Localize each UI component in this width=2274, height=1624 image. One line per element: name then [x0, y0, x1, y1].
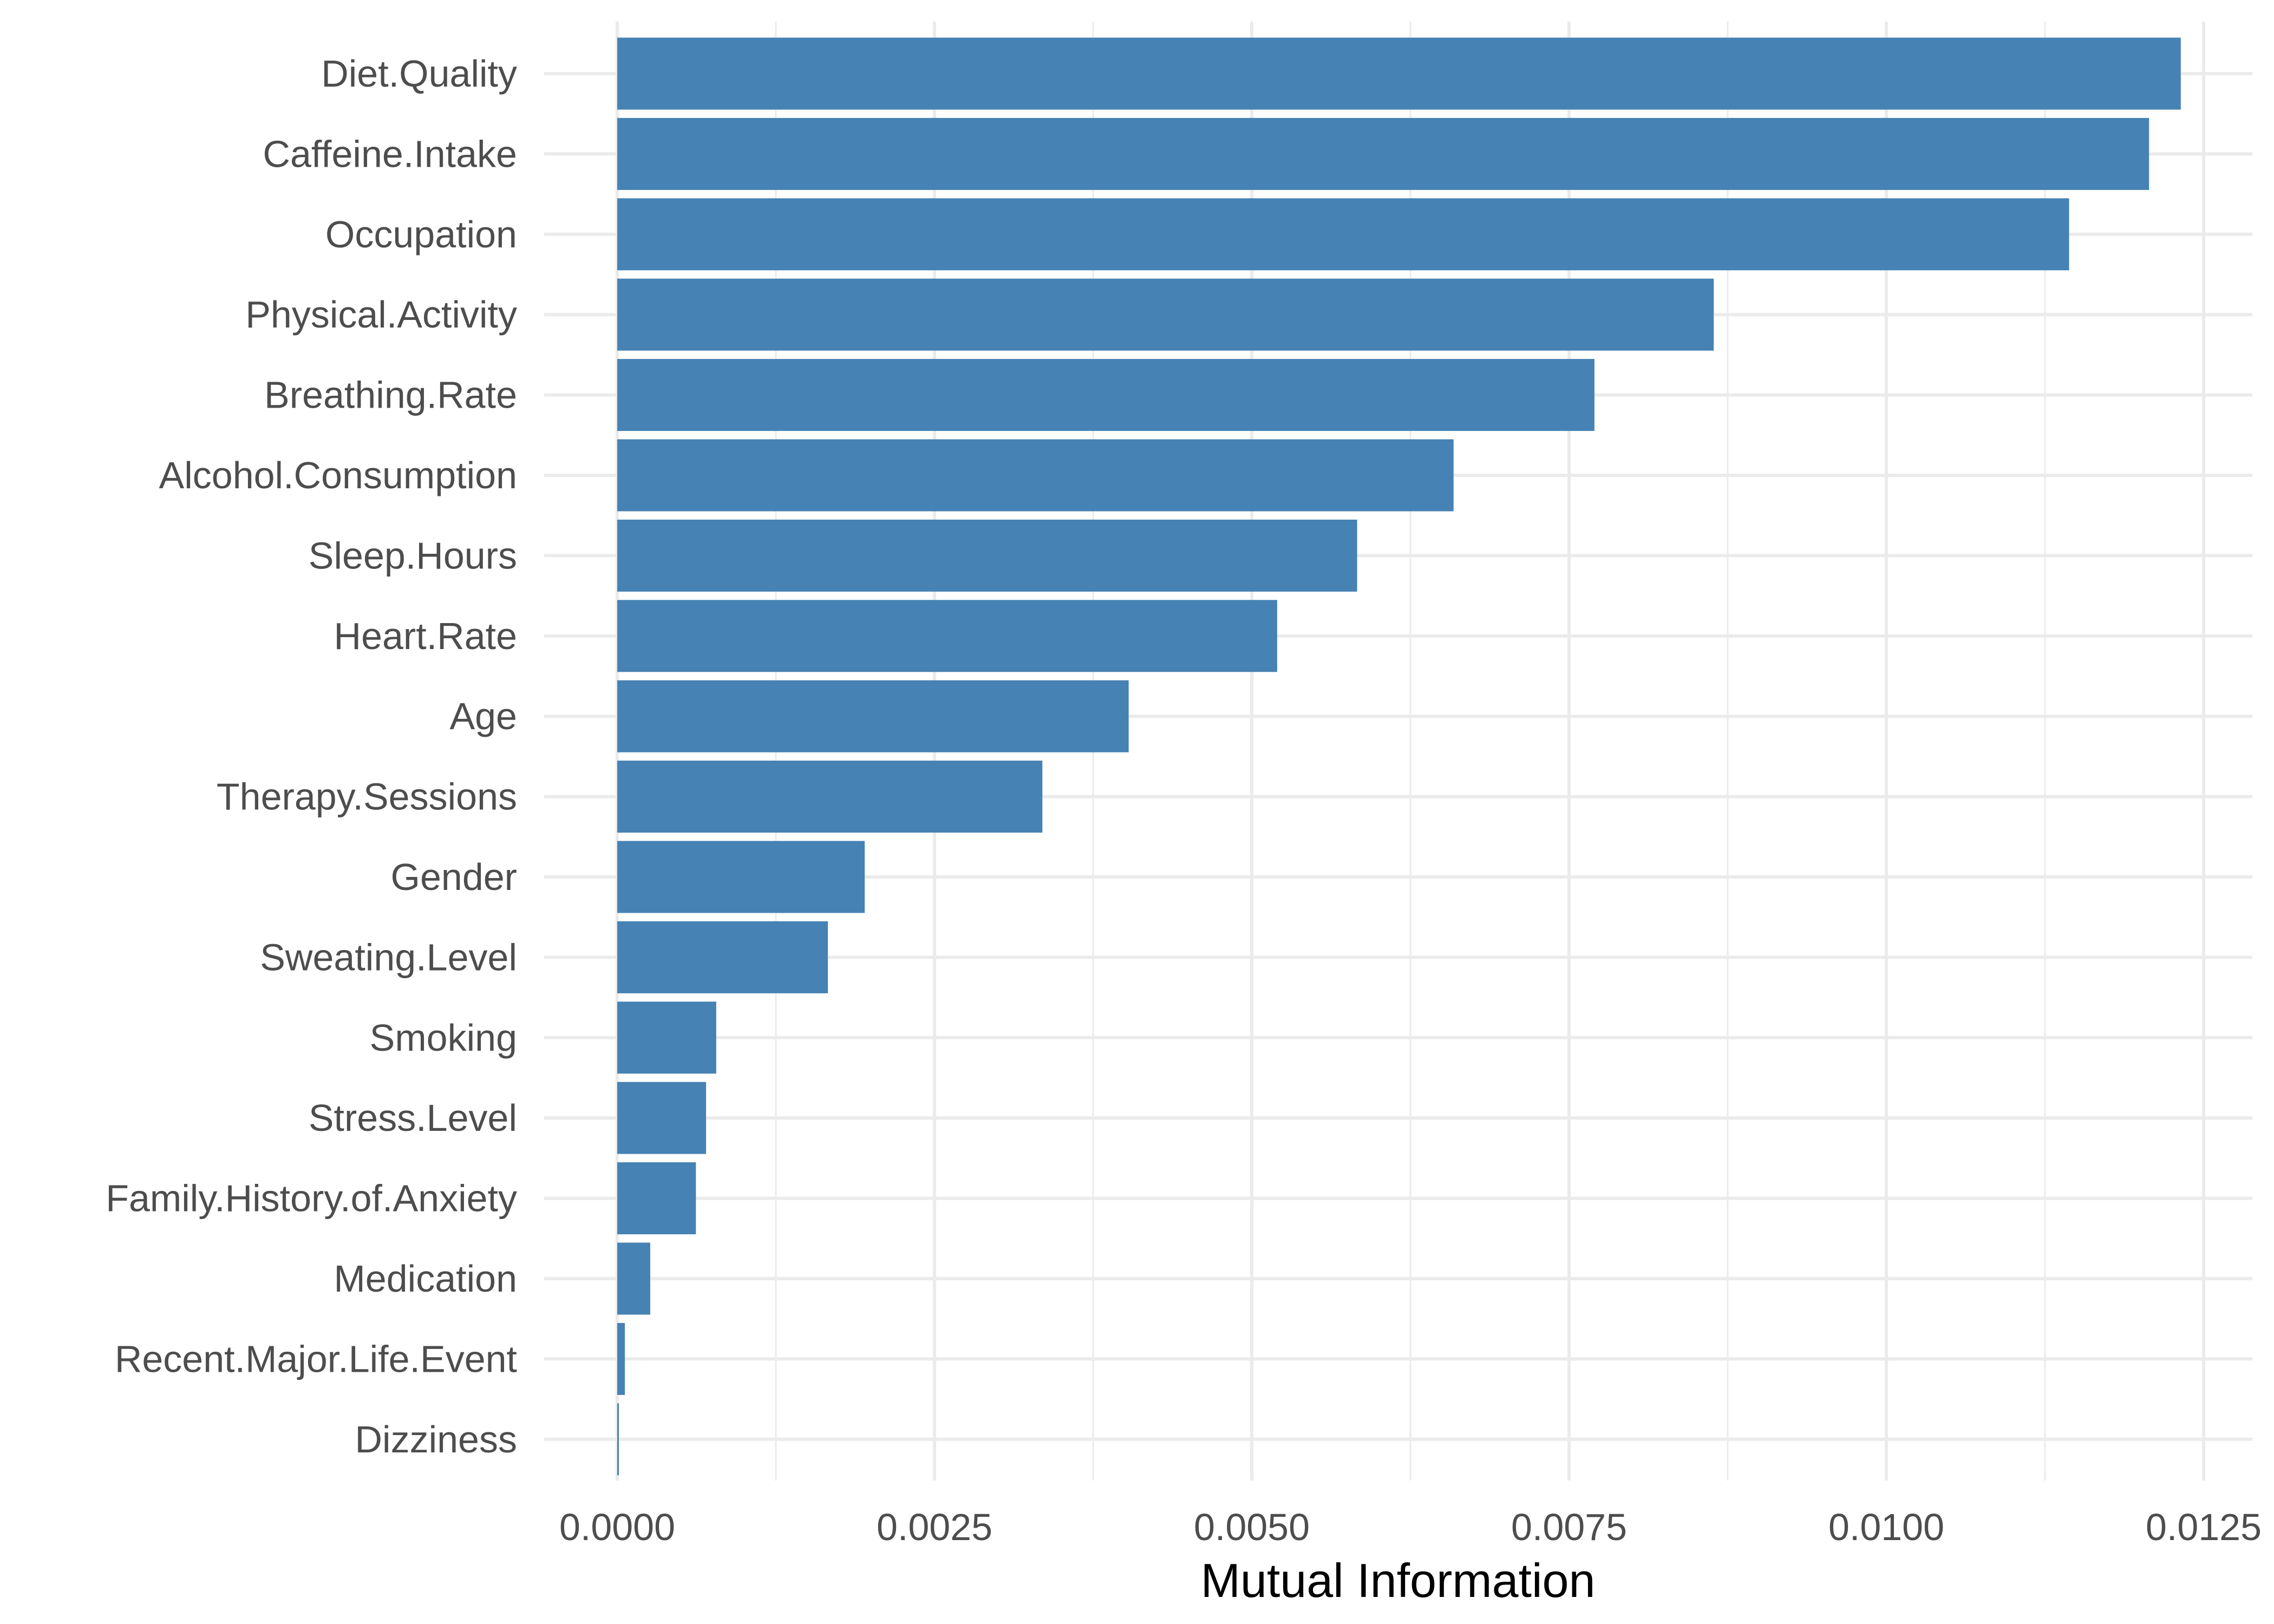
y-tick-label: Alcohol.Consumption: [159, 454, 517, 496]
y-tick-label: Gender: [391, 856, 517, 898]
bar-therapy-sessions: [617, 761, 1043, 833]
bar-sweating-level: [617, 921, 828, 993]
y-tick-label: Therapy.Sessions: [217, 776, 517, 818]
x-tick-label: 0.0075: [1511, 1506, 1627, 1548]
bar-occupation: [617, 198, 2069, 271]
y-tick-label: Smoking: [370, 1017, 517, 1059]
y-tick-label: Age: [449, 695, 517, 737]
bar-smoking: [617, 1001, 716, 1074]
bar-diet-quality: [617, 37, 2181, 110]
bar-dizziness: [617, 1403, 619, 1476]
bar-physical-activity: [617, 278, 1714, 351]
x-tick-label: 0.0050: [1194, 1506, 1310, 1548]
bar-age: [617, 680, 1129, 752]
y-tick-label: Sleep.Hours: [309, 534, 517, 577]
bar-heart-rate: [617, 600, 1277, 672]
y-axis-labels: Diet.Quality Caffeine.Intake Occupation Phy…: [106, 53, 517, 1461]
bar-gender: [617, 841, 865, 913]
y-tick-label: Physical.Activity: [245, 293, 517, 336]
x-tick-label: 0.0100: [1828, 1506, 1944, 1548]
x-tick-label: 0.0125: [2146, 1506, 2262, 1548]
y-tick-label: Stress.Level: [309, 1097, 517, 1139]
bar-family-history-of-anxiety: [617, 1162, 696, 1235]
bar-stress-level: [617, 1082, 707, 1154]
bars: [617, 37, 2181, 1476]
y-tick-label: Heart.Rate: [334, 615, 517, 657]
bar-sleep-hours: [617, 519, 1357, 592]
x-tick-label: 0.0000: [559, 1506, 675, 1548]
y-tick-label: Diet.Quality: [321, 53, 517, 95]
y-tick-label: Family.History.of.Anxiety: [106, 1177, 517, 1220]
y-tick-label: Medication: [334, 1258, 517, 1300]
bar-recent-major-life-event: [617, 1322, 625, 1395]
y-tick-label: Sweating.Level: [260, 936, 517, 978]
y-tick-label: Breathing.Rate: [264, 374, 517, 416]
y-tick-label: Caffeine.Intake: [263, 133, 517, 175]
y-tick-label: Dizziness: [355, 1418, 517, 1461]
bar-caffeine-intake: [617, 117, 2149, 190]
x-axis-title: Mutual Information: [1201, 1554, 1596, 1607]
y-tick-label: Recent.Major.Life.Event: [115, 1338, 517, 1380]
x-tick-label: 0.0025: [877, 1506, 992, 1548]
x-axis-labels: 0.0000 0.0025 0.0050 0.0075 0.0100 0.0125: [559, 1506, 2262, 1548]
bar-alcohol-consumption: [617, 439, 1454, 512]
bar-breathing-rate: [617, 359, 1595, 431]
bar-medication: [617, 1242, 650, 1315]
y-tick-label: Occupation: [325, 213, 517, 256]
